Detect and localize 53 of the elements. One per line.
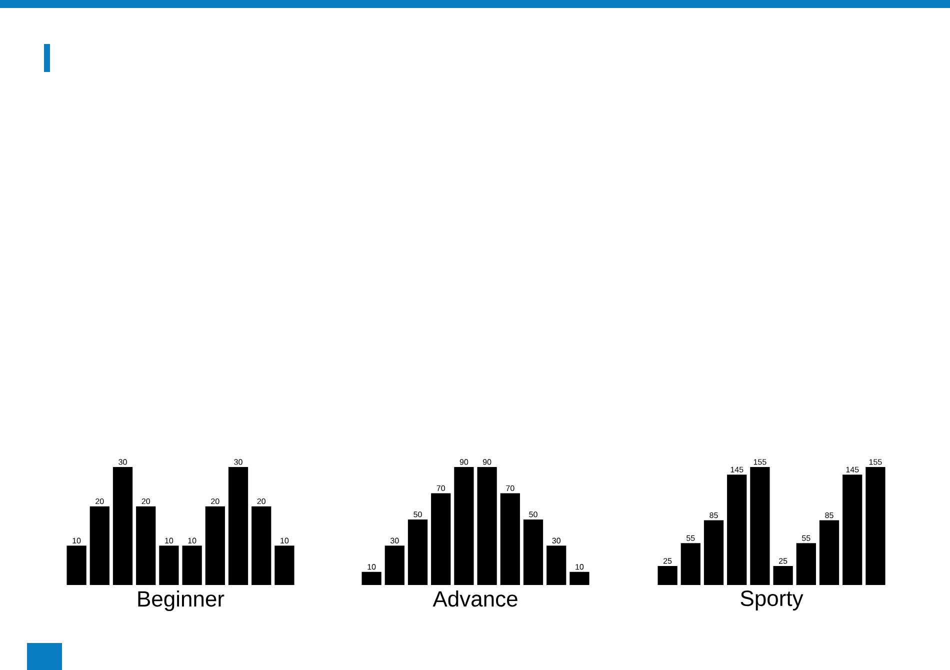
bar [704, 520, 724, 585]
data-label: 30 [234, 459, 242, 465]
data-label: 55 [686, 535, 695, 541]
data-label: 10 [72, 538, 81, 544]
bar [546, 546, 566, 585]
data-label: 55 [802, 535, 810, 541]
bar [796, 543, 816, 585]
bar [819, 520, 840, 585]
data-label: 70 [506, 485, 514, 492]
data-label: 25 [779, 558, 788, 564]
data-label: 145 [846, 466, 859, 472]
data-label: 90 [460, 459, 468, 465]
x-axis-title: Sporty [740, 590, 804, 610]
data-label: 155 [754, 459, 766, 465]
bar [750, 467, 770, 585]
bar [570, 572, 590, 585]
data-label: 10 [188, 538, 196, 544]
data-label: 30 [552, 538, 560, 544]
data-label: 85 [710, 512, 718, 518]
data-label: 155 [869, 459, 882, 465]
data-label: 50 [414, 512, 422, 518]
bar [523, 519, 544, 585]
bar [431, 493, 451, 585]
bar [773, 566, 793, 585]
data-label: 70 [436, 485, 445, 492]
x-axis-title: Beginner [138, 590, 224, 612]
data-label: 10 [280, 538, 289, 544]
data-label: 25 [664, 558, 672, 564]
data-label: 145 [730, 466, 744, 472]
bar [408, 519, 428, 585]
bar [680, 543, 700, 585]
data-label: 10 [576, 564, 584, 570]
bar [866, 467, 886, 585]
data-label: 10 [368, 564, 376, 570]
x-axis-title: Advance [432, 590, 518, 607]
data-label: 85 [825, 512, 834, 518]
bar [500, 493, 520, 585]
bar [454, 467, 474, 585]
data-label: 90 [482, 459, 492, 465]
data-label: 30 [118, 459, 127, 465]
data-label: 10 [165, 538, 174, 544]
data-label: 20 [142, 498, 150, 504]
data-label: 20 [257, 498, 266, 504]
bar [658, 566, 678, 585]
bar [362, 572, 382, 585]
bar [842, 474, 862, 585]
data-label: 50 [529, 512, 538, 518]
bar [477, 467, 497, 585]
data-label: 20 [211, 498, 220, 504]
data-label: 20 [96, 498, 104, 504]
bar [384, 546, 404, 585]
bar [727, 474, 747, 585]
data-label: 30 [390, 538, 399, 544]
